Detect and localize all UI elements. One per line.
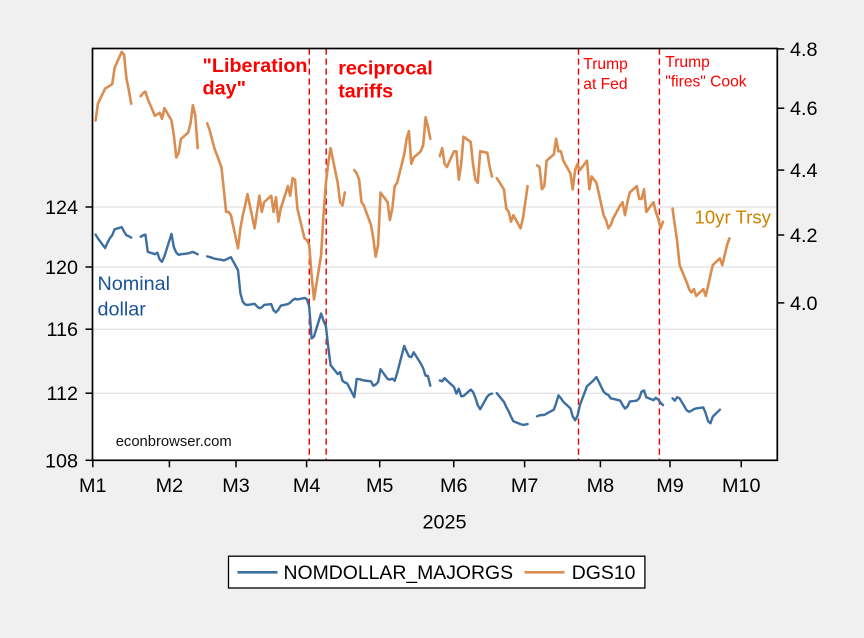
svg-text:2025: 2025 <box>422 512 466 534</box>
svg-text:M2: M2 <box>156 475 183 497</box>
svg-text:Nominal: Nominal <box>98 273 171 295</box>
svg-text:M6: M6 <box>440 475 467 497</box>
svg-text:dollar: dollar <box>98 298 147 320</box>
svg-text:M10: M10 <box>722 475 760 497</box>
svg-text:M4: M4 <box>293 475 320 497</box>
svg-text:4.8: 4.8 <box>790 39 818 61</box>
svg-text:M7: M7 <box>511 475 538 497</box>
svg-text:day": day" <box>203 78 246 100</box>
svg-text:M9: M9 <box>656 475 683 497</box>
svg-text:at Fed: at Fed <box>583 76 627 93</box>
svg-text:M1: M1 <box>79 475 106 497</box>
svg-text:NOMDOLLAR_MAJORGS: NOMDOLLAR_MAJORGS <box>284 562 514 584</box>
svg-text:4.6: 4.6 <box>790 98 818 120</box>
svg-text:M8: M8 <box>587 475 614 497</box>
svg-text:Trump: Trump <box>665 54 710 71</box>
svg-text:116: 116 <box>46 319 78 341</box>
svg-text:10yr Trsy: 10yr Trsy <box>695 207 772 228</box>
svg-text:124: 124 <box>45 197 78 219</box>
svg-text:120: 120 <box>45 257 78 279</box>
svg-text:4.4: 4.4 <box>790 160 818 182</box>
svg-text:M5: M5 <box>366 475 393 497</box>
svg-text:108: 108 <box>45 450 78 472</box>
svg-text:DGS10: DGS10 <box>572 562 636 584</box>
svg-text:"fires" Cook: "fires" Cook <box>665 73 746 90</box>
svg-text:reciprocal: reciprocal <box>338 58 433 80</box>
svg-text:Trump: Trump <box>583 56 628 73</box>
svg-text:M3: M3 <box>222 475 249 497</box>
svg-text:econbrowser.com: econbrowser.com <box>116 434 232 450</box>
svg-text:"Liberation: "Liberation <box>203 55 308 77</box>
svg-text:112: 112 <box>46 383 78 405</box>
svg-text:tariffs: tariffs <box>338 80 393 102</box>
svg-text:4.2: 4.2 <box>790 225 818 247</box>
svg-text:4.0: 4.0 <box>790 293 818 315</box>
